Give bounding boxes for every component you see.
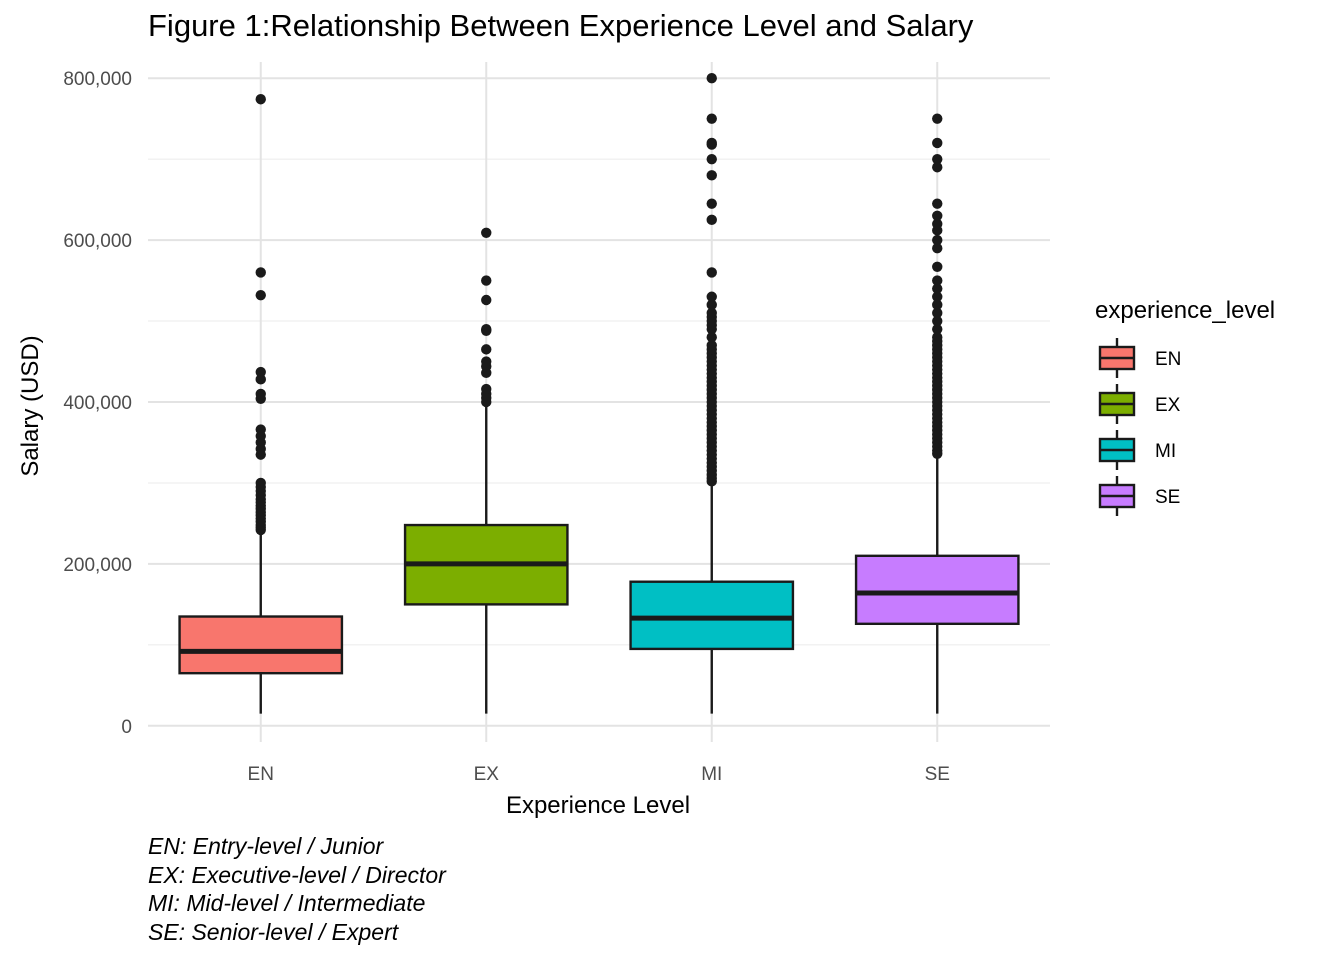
outlier-point	[932, 113, 943, 124]
box-ex	[403, 227, 569, 714]
iqr-box	[629, 580, 795, 651]
outlier-point	[481, 275, 492, 286]
x-tick-label: MI	[701, 764, 722, 785]
outlier-point	[932, 137, 943, 149]
axes: 0 200,000 400,000 600,000 800,000 EN EX MI SE	[63, 69, 950, 785]
outlier-point	[932, 291, 943, 302]
legend-label: EX	[1155, 395, 1181, 416]
legend-label: EN	[1155, 349, 1181, 370]
outlier-point	[481, 227, 492, 239]
outlier-point	[481, 323, 492, 335]
outlier-point	[255, 388, 266, 400]
outlier-point	[706, 299, 717, 311]
y-tick-label: 600,000	[63, 231, 132, 252]
outlier-point	[255, 289, 266, 301]
outlier-point	[932, 275, 943, 286]
x-tick-label: SE	[925, 764, 950, 785]
outlier-point	[932, 315, 943, 327]
outlier-point	[706, 113, 717, 124]
x-axis-title: Experience Level	[506, 792, 690, 819]
outlier-point	[706, 291, 717, 302]
box-layer	[178, 72, 1020, 714]
outlier-point	[255, 424, 266, 435]
outlier-point	[932, 210, 943, 222]
outlier-point	[706, 340, 717, 351]
outlier-point	[932, 283, 943, 294]
caption: EN: Entry-level / Junior EX: Executive-l…	[148, 832, 446, 946]
outlier-point	[706, 170, 717, 181]
legend-item-en: EN	[1098, 338, 1181, 378]
caption-line-en: EN: Entry-level / Junior	[148, 833, 384, 859]
box-se	[854, 113, 1020, 714]
outlier-point	[481, 383, 492, 395]
y-tick-label: 200,000	[63, 555, 132, 576]
outlier-point	[932, 307, 943, 319]
outlier-point	[255, 94, 266, 105]
outlier-point	[932, 261, 943, 273]
y-tick-label: 400,000	[63, 393, 132, 414]
x-tick-label: EN	[248, 764, 274, 785]
x-tick-label: EX	[474, 764, 500, 785]
outlier-point	[932, 242, 943, 254]
outlier-point	[255, 267, 266, 278]
outlier-point	[706, 153, 717, 165]
legend-label: SE	[1155, 487, 1180, 508]
iqr-box	[178, 615, 344, 675]
outlier-point	[932, 218, 943, 230]
chart-title: Figure 1:Relationship Between Experience…	[148, 8, 974, 43]
outlier-point	[481, 294, 492, 306]
outlier-point	[706, 198, 717, 209]
outlier-point	[932, 332, 943, 343]
y-axis-title: Salary (USD)	[17, 335, 44, 476]
box-en	[178, 94, 344, 714]
outlier-point	[706, 332, 717, 343]
legend-item-mi: MI	[1098, 430, 1176, 470]
outlier-point	[706, 267, 717, 278]
legend-label: MI	[1155, 441, 1176, 462]
outlier-point	[706, 214, 717, 226]
outlier-point	[706, 72, 717, 84]
outlier-point	[255, 477, 266, 489]
outlier-point	[706, 307, 717, 319]
outlier-point	[932, 162, 943, 173]
y-tick-label: 0	[121, 717, 132, 738]
outlier-point	[255, 374, 266, 385]
legend-item-ex: EX	[1098, 384, 1181, 424]
outlier-point	[255, 366, 266, 378]
outlier-point	[932, 299, 943, 311]
iqr-box	[854, 554, 1020, 626]
outlier-point	[932, 153, 943, 165]
legend-item-se: SE	[1098, 476, 1180, 516]
caption-line-se: SE: Senior-level / Expert	[148, 918, 399, 945]
outlier-point	[932, 234, 943, 246]
legend-title: experience_level	[1095, 297, 1275, 324]
caption-line-ex: EX: Executive-level / Director	[148, 861, 446, 888]
outlier-point	[706, 137, 717, 149]
outlier-point	[932, 198, 943, 209]
caption-line-mi: MI: Mid-level / Intermediate	[148, 890, 426, 916]
outlier-point	[481, 356, 492, 367]
outlier-point	[932, 323, 943, 335]
outlier-point	[481, 344, 492, 355]
legend: experience_level EN EX MI SE	[1095, 297, 1275, 516]
y-tick-label: 800,000	[63, 69, 132, 90]
box-mi	[629, 72, 795, 714]
